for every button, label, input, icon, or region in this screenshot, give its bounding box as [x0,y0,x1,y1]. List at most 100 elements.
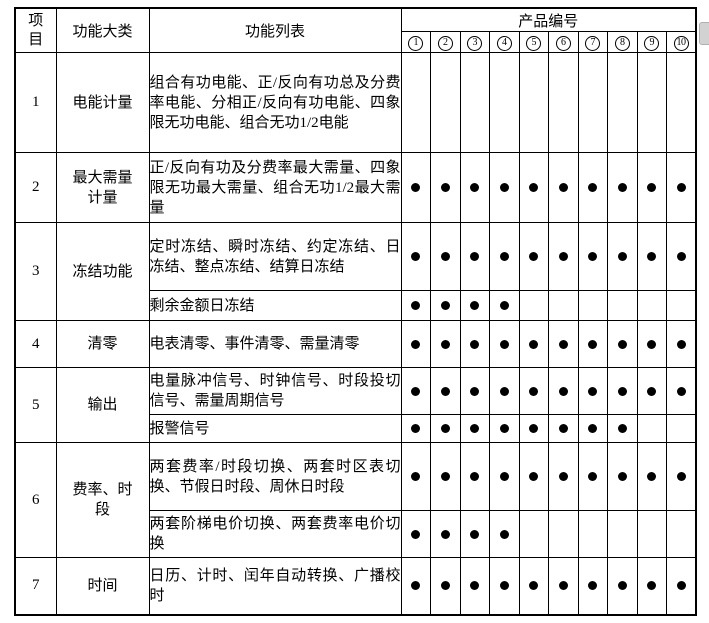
dot-icon [470,339,480,349]
function-list-cell: 正/反向有功及分费率最大需量、四象限无功最大需量、组合无功1/2最大需量 [148,152,402,223]
dot-icon [676,252,686,262]
category-cell: 最大需量 计量 [55,152,150,223]
support-dot-cell [548,320,579,368]
dot-icon [647,386,657,396]
dot-icon [529,472,539,482]
dot-icon [676,472,686,482]
dot-icon [676,386,686,396]
support-dot-cell [489,414,520,443]
product-number-6: 6 [548,31,579,53]
dot-icon [558,183,568,193]
dot-icon [411,339,421,349]
dot-icon [558,252,568,262]
support-dot-cell [577,557,608,615]
support-dot-cell [548,52,579,153]
support-dot-cell [666,367,697,415]
circled-number-icon: 4 [496,35,512,51]
support-dot-cell [400,52,431,153]
dot-icon [617,424,627,434]
support-dot-cell [518,222,549,291]
support-dot-cell [459,367,490,415]
support-dot-cell [607,222,638,291]
dot-icon [470,252,480,262]
item-number-cell: 3 [14,222,57,321]
support-dot-cell [430,52,461,153]
item-number-cell: 7 [14,557,57,615]
dot-icon [499,386,509,396]
dot-icon [529,252,539,262]
dot-icon [499,301,509,311]
dot-icon [588,424,598,434]
circled-number-icon: 8 [614,35,630,51]
support-dot-cell [607,52,638,153]
dot-icon [617,472,627,482]
support-dot-cell [607,510,638,558]
support-dot-cell [430,222,461,291]
header-product-number: 产品编号 [400,7,697,32]
table-row: 3 冻结功能 定时冻结、瞬时冻结、约定冻结、日冻结、整点冻结、结算日冻结 [14,222,697,321]
support-dot-cell [489,442,520,511]
support-dot-cell [400,222,431,291]
support-dot-cell [666,510,697,558]
header-category: 功能大类 [55,7,150,53]
support-dot-cell [666,152,697,223]
dot-icon [647,183,657,193]
scrollbar-thumb[interactable] [699,22,709,45]
dot-icon [529,581,539,591]
dot-icon [440,472,450,482]
item-number-cell: 4 [14,320,57,368]
support-dot-cell [489,290,520,321]
dot-icon [529,386,539,396]
dot-icon [617,252,627,262]
dot-icon [499,339,509,349]
category-cell: 输出 [55,367,150,443]
header-item: 项 目 [14,7,57,53]
support-dot-cell [430,320,461,368]
circled-number-icon: 10 [673,35,689,51]
support-dot-cell [607,414,638,443]
function-spec-table: 项 目 功能大类 功能列表 产品编号 1 2 3 4 5 6 7 8 9 10 1 电能计量 组合有功… [14,7,698,616]
dot-icon [411,472,421,482]
dot-icon [499,183,509,193]
dot-icon [440,252,450,262]
dot-icon [558,472,568,482]
table-row: 1 电能计量 组合有功电能、正/反向有功总及分费率电能、分相正/反向有功电能、四象限… [14,52,697,153]
support-dot-cell [518,414,549,443]
support-dot-cell [489,222,520,291]
support-dot-cell [636,222,667,291]
circled-number-icon: 6 [555,35,571,51]
support-dot-cell [577,320,608,368]
dot-icon [647,339,657,349]
circled-number-icon: 3 [467,35,483,51]
header-row-top: 项 目 功能大类 功能列表 产品编号 [14,7,697,53]
support-dot-cell [459,442,490,511]
dot-icon [411,301,421,311]
dot-icon [499,424,509,434]
dot-icon [470,581,480,591]
function-list-cell: 日历、计时、闰年自动转换、广播校时 [148,557,402,615]
category-cell: 电能计量 [55,52,150,153]
support-dot-cell [666,442,697,511]
support-dot-cell [636,290,667,321]
support-dot-cell [518,320,549,368]
dot-icon [529,183,539,193]
function-list-cell: 电表清零、事件清零、需量清零 [148,320,402,368]
circled-number-icon: 9 [644,35,660,51]
support-dot-cell [459,52,490,153]
support-dot-cell [607,367,638,415]
dot-icon [470,529,480,539]
support-dot-cell [400,290,431,321]
support-dot-cell [577,442,608,511]
support-dot-cell [636,442,667,511]
product-number-4: 4 [489,31,520,53]
dot-icon [440,529,450,539]
header-functions: 功能列表 [148,7,402,53]
support-dot-cell [577,414,608,443]
support-dot-cell [518,442,549,511]
support-dot-cell [518,510,549,558]
category-cell: 清零 [55,320,150,368]
function-list-cell: 剩余金额日冻结 [148,290,402,321]
dot-icon [588,252,598,262]
support-dot-cell [489,510,520,558]
